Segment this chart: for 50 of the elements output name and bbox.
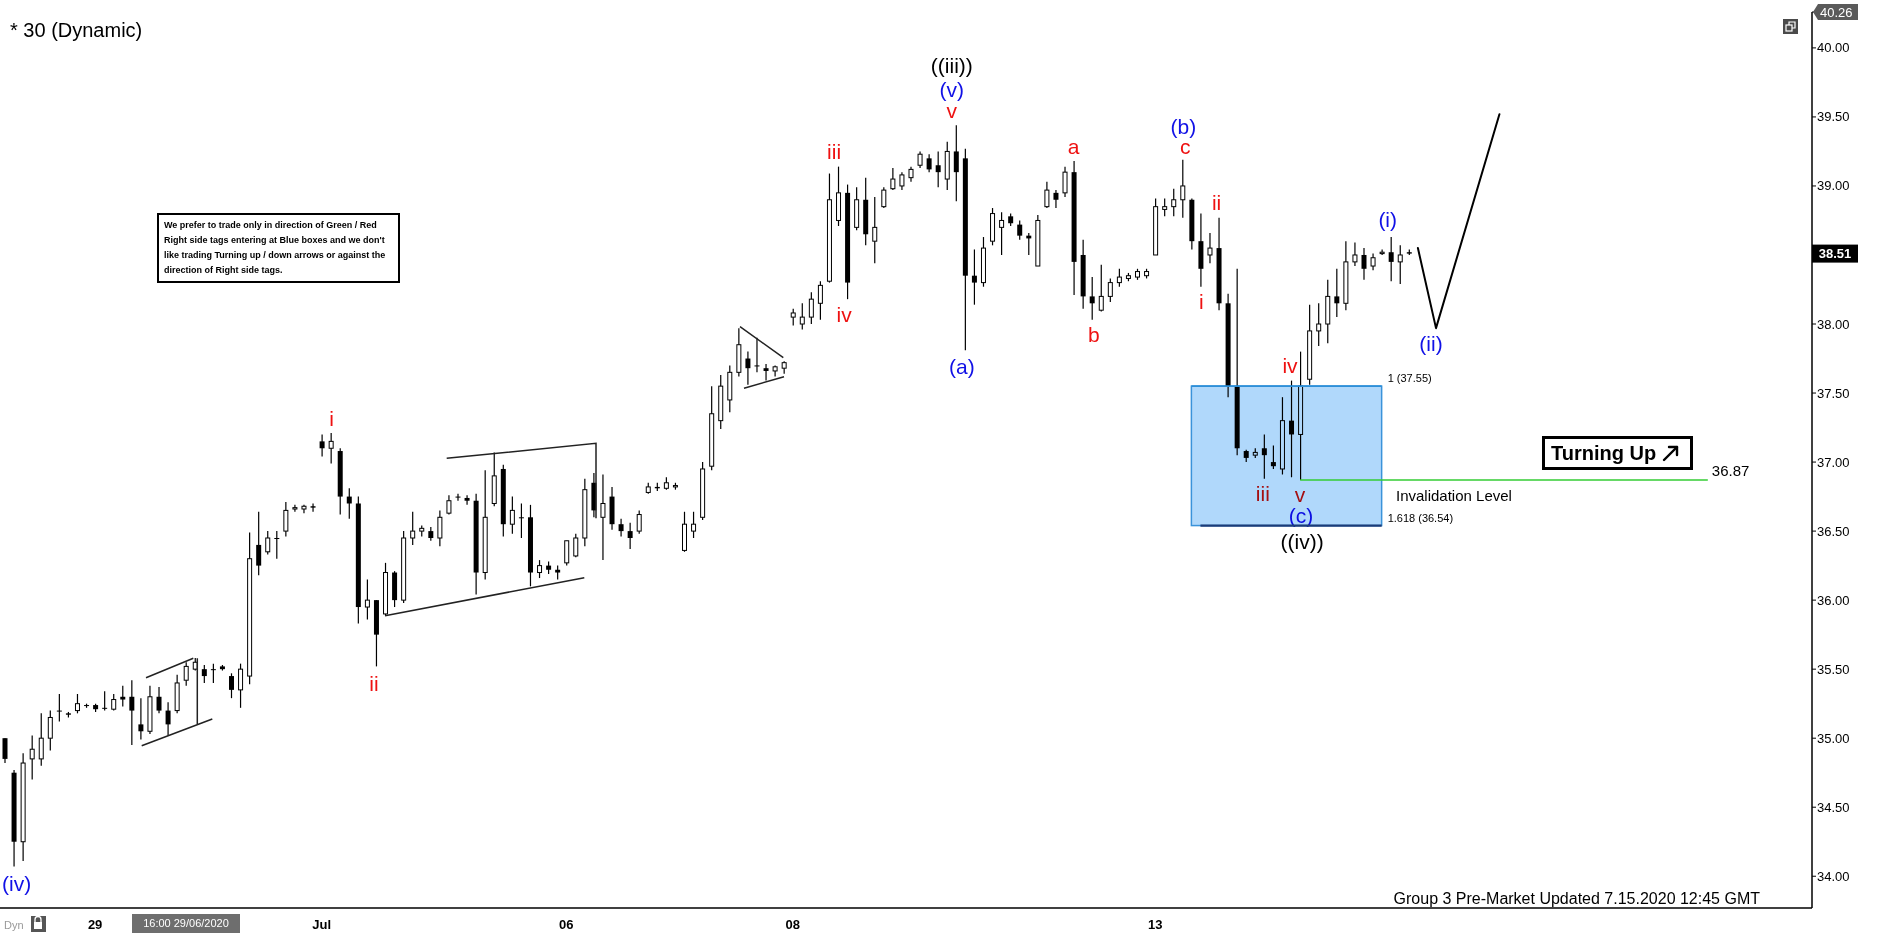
- text: 16:00 29/06/2020: [132, 914, 240, 933]
- y-tick-label: 40.26: [1820, 4, 1853, 20]
- chart-title: * 30 (Dynamic): [10, 19, 143, 41]
- annotation: Group 3 Pre-Market Updated 7.15.2020 12:45 GMT: [1393, 889, 1761, 907]
- annotation: iii: [827, 140, 842, 164]
- annotation: (iv): [2, 872, 32, 896]
- ref-line-label: 1 (37.55): [1387, 372, 1432, 385]
- annotation: v: [946, 98, 958, 122]
- x-tick-label: 29: [87, 916, 103, 932]
- annotation: (c): [1288, 503, 1314, 527]
- y-tick-label: 34.50: [1817, 799, 1850, 815]
- annotation: (ii): [1419, 331, 1443, 355]
- annotation: Turning Up: [1551, 441, 1657, 465]
- annotation: i: [1199, 290, 1204, 314]
- y-tick-label: 39.00: [1817, 178, 1850, 194]
- text: Dyn: [4, 919, 24, 931]
- y-tick-label: 40.00: [1817, 40, 1850, 56]
- annotation: iv: [836, 302, 853, 326]
- annotation: We prefer to trade only in direction of Green / Red Right side tags entering at Blue boxes and we don't like trading Turning up / down arrows or against the direction of Right side tags.: [157, 213, 400, 283]
- annotation: iii: [1255, 482, 1270, 506]
- x-tick-label: 08: [785, 916, 800, 932]
- x-tick-label: 13: [1147, 916, 1163, 932]
- annotation: ((iii)): [930, 53, 973, 77]
- annotation: b: [1087, 323, 1100, 347]
- annotation: (a): [949, 354, 975, 378]
- annotation: ii: [369, 671, 379, 695]
- x-tick-label: 06: [559, 916, 574, 932]
- ref-line-label: 36.87: [1711, 461, 1750, 479]
- y-tick-label: 37.50: [1817, 385, 1850, 401]
- annotation: (b): [1170, 115, 1197, 139]
- y-tick-label: 39.50: [1817, 109, 1850, 125]
- y-tick-label: 37.00: [1817, 454, 1850, 470]
- annotation: i: [329, 406, 335, 430]
- y-tick-label: 35.50: [1817, 661, 1850, 677]
- y-tick-label: 34.00: [1817, 868, 1850, 884]
- annotation: a: [1067, 134, 1080, 158]
- annotation: ii: [1211, 191, 1222, 215]
- y-tick-label: 38.00: [1817, 316, 1850, 332]
- annotation: iv: [1282, 354, 1299, 378]
- annotation: v: [1294, 482, 1306, 506]
- y-tick-label: 35.00: [1817, 730, 1850, 746]
- y-tick-label: 36.00: [1817, 592, 1850, 608]
- y-tick-label: 38.51: [1818, 246, 1852, 262]
- annotation: (i): [1378, 207, 1398, 231]
- x-tick-label: Jul: [312, 916, 332, 932]
- y-tick-label: 36.50: [1817, 523, 1850, 539]
- annotation: (v): [939, 77, 965, 101]
- annotation: ((iv)): [1280, 529, 1324, 553]
- annotation: Invalidation Level: [1396, 486, 1512, 504]
- ref-line-label: 1.618 (36.54): [1387, 511, 1454, 524]
